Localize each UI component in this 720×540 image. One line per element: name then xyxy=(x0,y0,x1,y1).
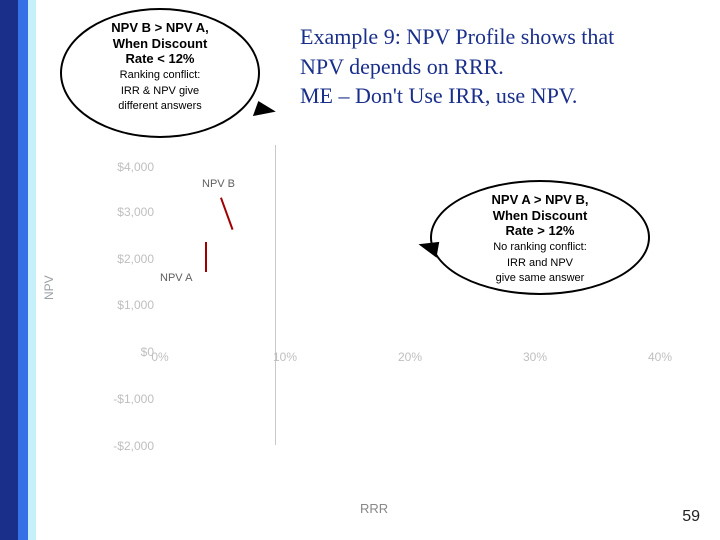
sidebar-stripe-light xyxy=(28,0,36,540)
xtick-40: 40% xyxy=(640,350,680,364)
callout-left-sub-3: different answers xyxy=(70,100,250,114)
xtick-30: 30% xyxy=(515,350,555,364)
callout-left-headline-2: When Discount xyxy=(70,36,250,52)
title-line-1: Example 9: NPV Profile shows that xyxy=(300,22,700,52)
slide-number: 59 xyxy=(682,508,700,526)
zero-vline xyxy=(275,145,276,445)
series-b-fragment xyxy=(220,197,234,230)
x-axis-label: RRR xyxy=(360,501,388,516)
ytick-n1000: -$1,000 xyxy=(94,392,154,406)
callout-npv-b-greater: NPV B > NPV A, When Discount Rate < 12% … xyxy=(60,8,260,138)
title-line-2: NPV depends on RRR. xyxy=(300,52,700,82)
xtick-20: 20% xyxy=(390,350,430,364)
sidebar-stripe-dark xyxy=(0,0,18,540)
xtick-10: 10% xyxy=(265,350,305,364)
series-a-fragment xyxy=(205,242,207,272)
title-line-3: ME – Don't Use IRR, use NPV. xyxy=(300,81,700,111)
series-a-label: NPV A xyxy=(160,272,192,284)
sidebar-stripe-mid xyxy=(18,0,28,540)
ytick-n2000: -$2,000 xyxy=(94,439,154,453)
slide-title: Example 9: NPV Profile shows that NPV de… xyxy=(300,22,700,111)
callout-left-tail xyxy=(253,101,277,123)
callout-left-sub-1: Ranking conflict: xyxy=(70,69,250,83)
left-accent-sidebar xyxy=(0,0,36,540)
callout-left-headline-3: Rate < 12% xyxy=(70,51,250,67)
series-b-label: NPV B xyxy=(202,178,235,190)
ytick-3000: $3,000 xyxy=(94,205,154,219)
npv-profile-chart: NPV RRR $4,000 $3,000 $2,000 $1,000 $0 -… xyxy=(60,150,680,520)
xtick-0: 0% xyxy=(140,350,180,364)
ytick-1000: $1,000 xyxy=(94,298,154,312)
y-axis-label: NPV xyxy=(42,275,56,300)
callout-left-headline-1: NPV B > NPV A, xyxy=(70,20,250,36)
ytick-4000: $4,000 xyxy=(94,160,154,174)
ytick-2000: $2,000 xyxy=(94,252,154,266)
callout-left-sub-2: IRR & NPV give xyxy=(70,85,250,99)
